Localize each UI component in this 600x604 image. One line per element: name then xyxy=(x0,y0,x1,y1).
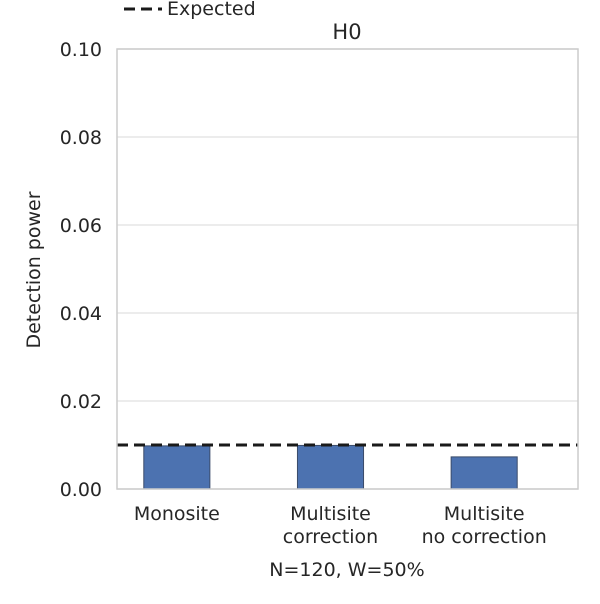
chart-title: H0 xyxy=(332,20,361,44)
bars xyxy=(143,444,518,490)
plot-frame xyxy=(116,48,579,490)
x-tick-label-0: Monosite xyxy=(134,503,220,525)
y-tick-label: 0.00 xyxy=(60,479,102,501)
y-tick-label: 0.10 xyxy=(60,39,102,61)
y-tick-label: 0.06 xyxy=(60,215,102,237)
gridlines xyxy=(117,48,578,490)
x-tick-labels: Monosite Multisite correction Multisite no c… xyxy=(134,503,547,548)
legend-label-expected: Expected xyxy=(167,0,256,20)
bar-2 xyxy=(450,456,518,490)
y-tick-labels: 0.00 0.02 0.04 0.06 0.08 0.10 xyxy=(60,39,102,501)
y-axis-label: Detection power xyxy=(23,191,45,348)
y-tick-label: 0.02 xyxy=(60,391,102,413)
bar-0 xyxy=(143,445,211,490)
y-tick-label: 0.08 xyxy=(60,127,102,149)
legend: Expected xyxy=(124,0,256,20)
x-axis-label: N=120, W=50% xyxy=(269,559,424,581)
x-tick-label-2: Multisite no correction xyxy=(422,503,547,548)
x-tick-label-1: Multisite correction xyxy=(283,503,378,548)
bar-1 xyxy=(296,444,365,490)
y-tick-label: 0.04 xyxy=(60,303,102,325)
